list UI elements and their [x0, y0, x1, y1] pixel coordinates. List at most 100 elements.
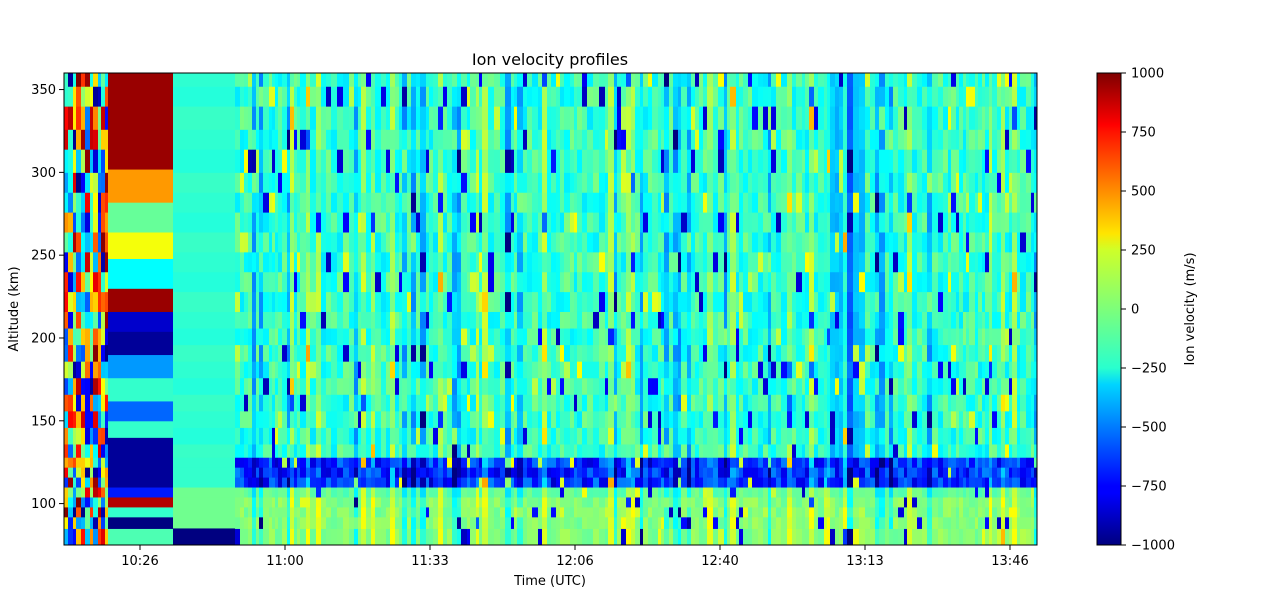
heatmap-cell	[621, 427, 627, 445]
heatmap-cell	[76, 528, 82, 546]
heatmap-cell	[727, 496, 731, 508]
heatmap-cell	[269, 192, 273, 213]
heatmap-cell	[538, 516, 543, 529]
heatmap-cell	[240, 73, 245, 87]
heatmap-cell	[681, 106, 688, 130]
heatmap-cell	[505, 129, 512, 150]
heatmap-cell	[310, 506, 317, 518]
heatmap-cell	[361, 394, 367, 412]
heatmap-cell	[912, 467, 918, 478]
heatmap-cell	[411, 291, 417, 312]
heatmap-cell	[294, 251, 298, 273]
heatmap-cell	[768, 410, 772, 428]
heatmap-cell	[814, 172, 819, 193]
heatmap-cell	[547, 271, 552, 293]
heatmap-cell	[461, 410, 468, 428]
heatmap-cell	[256, 86, 260, 107]
heatmap-cell	[781, 528, 788, 546]
heatmap-cell	[560, 394, 565, 412]
heatmap-cell	[678, 496, 682, 508]
heatmap-cell	[375, 73, 382, 87]
heatmap-cell	[426, 344, 430, 362]
heatmap-cell	[278, 291, 283, 312]
heatmap-cell	[381, 86, 387, 107]
heatmap-cell	[361, 73, 367, 87]
heatmap-cell	[626, 271, 632, 293]
heatmap-cell	[316, 377, 322, 395]
heatmap-cell	[593, 410, 600, 428]
heatmap-cell	[608, 328, 615, 346]
heatmap-cell	[943, 487, 949, 498]
heatmap-cell	[805, 506, 810, 518]
heatmap-cell	[500, 291, 506, 312]
heatmap-cell	[805, 528, 810, 546]
heatmap-cell	[81, 528, 86, 546]
heatmap-cell	[371, 427, 376, 445]
heatmap-cell	[395, 328, 400, 346]
heatmap-cell	[640, 86, 644, 107]
heatmap-cell	[824, 467, 828, 478]
heatmap-cell	[426, 311, 430, 329]
heatmap-cell	[835, 410, 840, 428]
heatmap-cell	[824, 457, 828, 468]
heatmap-cell	[494, 149, 501, 173]
heatmap-cell	[399, 377, 403, 395]
heatmap-cell	[76, 457, 82, 468]
heatmap-cell	[310, 377, 317, 395]
heatmap-cell	[542, 528, 548, 546]
heatmap-cell	[93, 192, 99, 213]
heatmap-cell	[433, 467, 439, 478]
heatmap-cell	[272, 311, 276, 329]
heatmap-cell	[673, 149, 679, 173]
heatmap-cell	[278, 467, 283, 478]
heatmap-cell	[699, 443, 704, 458]
heatmap-cell	[173, 106, 235, 130]
heatmap-cell	[337, 192, 344, 213]
heatmap-cell	[470, 251, 477, 273]
heatmap-cell	[310, 251, 317, 273]
heatmap-cell	[85, 506, 91, 518]
heatmap-cell	[805, 361, 810, 379]
heatmap-cell	[547, 251, 552, 273]
heatmap-cell	[870, 528, 876, 546]
heatmap-cell	[605, 251, 609, 273]
heatmap-cell	[349, 291, 355, 312]
heatmap-cell	[599, 467, 606, 478]
heatmap-cell	[461, 172, 468, 193]
heatmap-cell	[626, 328, 632, 346]
heatmap-cell	[835, 427, 840, 445]
heatmap-cell	[599, 496, 606, 508]
heatmap-cell	[438, 496, 444, 508]
heatmap-cell	[457, 377, 462, 395]
heatmap-cell	[802, 467, 806, 478]
heatmap-cell	[805, 251, 810, 273]
heatmap-cell	[371, 394, 376, 412]
heatmap-cell	[771, 271, 777, 293]
heatmap-cell	[582, 496, 588, 508]
heatmap-cell	[626, 149, 632, 173]
heatmap-cell	[90, 73, 94, 87]
heatmap-cell	[695, 516, 700, 529]
heatmap-cell	[354, 487, 359, 498]
heatmap-cell	[640, 212, 644, 233]
heatmap-cell	[390, 506, 396, 518]
heatmap-cell	[730, 410, 737, 428]
heatmap-cell	[452, 271, 458, 293]
heatmap-cell	[621, 410, 627, 428]
heatmap-cell	[560, 467, 565, 478]
heatmap-cell	[476, 344, 480, 362]
heatmap-cell	[640, 457, 644, 468]
heatmap-cell	[605, 427, 609, 445]
heatmap-cell	[527, 149, 533, 173]
heatmap-cell	[730, 467, 737, 478]
heatmap-cell	[748, 361, 753, 379]
heatmap-cell	[517, 361, 524, 379]
heatmap-cell	[599, 506, 606, 518]
heatmap-cell	[865, 410, 871, 428]
heatmap-cell	[917, 410, 923, 428]
heatmap-cell	[870, 377, 876, 395]
heatmap-cell	[640, 73, 644, 87]
heatmap-cell	[326, 457, 332, 468]
heatmap-cell	[703, 377, 708, 395]
heatmap-cell	[479, 496, 483, 508]
